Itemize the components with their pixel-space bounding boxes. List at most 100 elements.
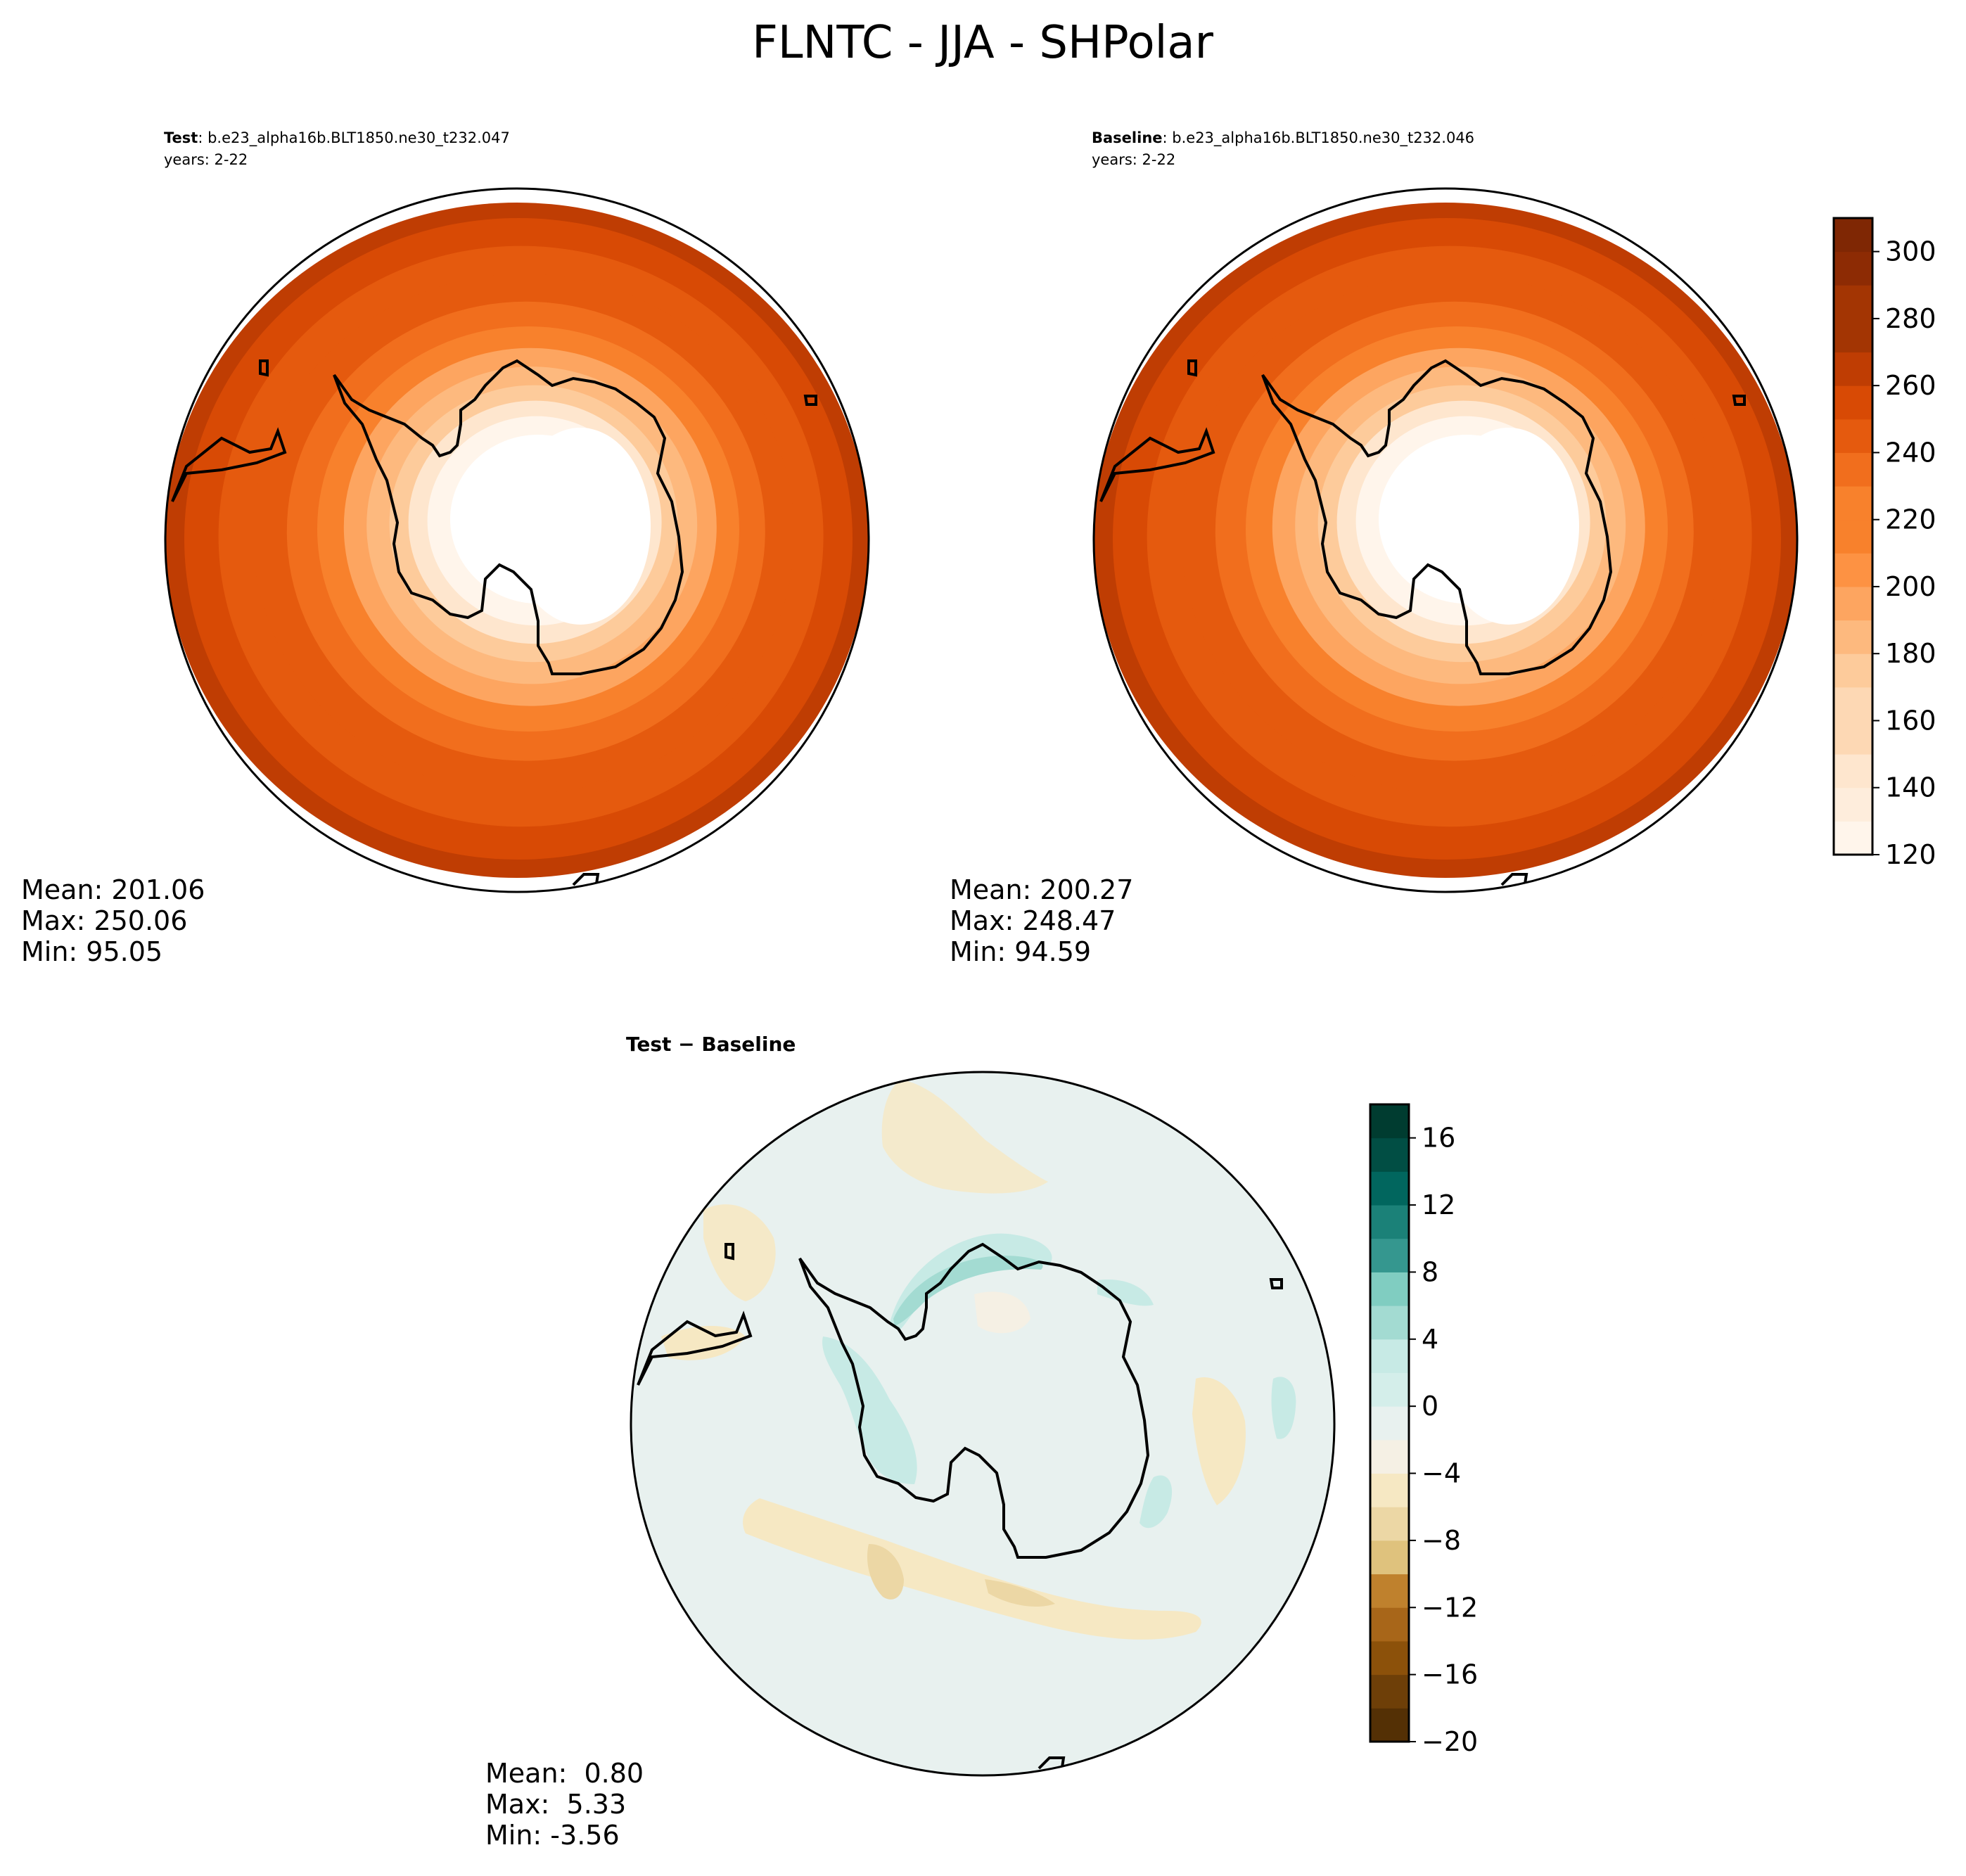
cbar-diff-swatch-10 [1370,1372,1409,1407]
cbar-abs-swatch-4 [1834,687,1872,721]
cbar-diff-swatch-2 [1370,1640,1409,1676]
cbar-diff-tick-label-5: 0 [1422,1391,1438,1422]
cbar-abs-swatch-14 [1834,352,1872,386]
cbar-abs-tick-label-2: 160 [1885,705,1936,736]
cbar-abs-tick-label-9: 300 [1885,236,1936,267]
panel-test-stat-min: Min: 95.05 [21,936,162,967]
panel-test: Test: b.e23_alpha16b.BLT1850.ne30_t232.0… [21,129,870,967]
cbar-abs-tick-label-8: 280 [1885,303,1936,334]
cbar-abs-tick-label-7: 260 [1885,370,1936,401]
cbar-diff-swatch-9 [1370,1406,1409,1441]
cbar-abs-swatch-0 [1834,821,1872,855]
cbar-diff-swatch-14 [1370,1238,1409,1272]
cbar-abs-frame [1832,217,1874,856]
cbar-diff-swatch-4 [1370,1574,1409,1608]
cbar-diff-swatch-13 [1370,1272,1409,1306]
cbar-diff-swatch-15 [1370,1205,1409,1239]
panel-baseline-stat-min: Min: 94.59 [950,936,1091,967]
cbar-abs-tick-label-6: 240 [1885,437,1936,468]
diff-positive-east2 [1271,1377,1296,1439]
panel-baseline-contour-bands [1094,203,1797,878]
panel-test-map-boundary [164,187,870,893]
panel-test-antarctica-coast [171,359,817,889]
contour-band-min [1438,428,1579,625]
cbar-abs-swatch-13 [1834,385,1872,420]
cbar-diff-tick-label-0: −20 [1422,1726,1478,1757]
cbar-abs-swatch-2 [1834,754,1872,789]
panel-baseline-map [1094,203,1797,889]
contour-band-min [510,428,651,625]
cbar-diff-frame [1369,1103,1410,1743]
cbar-diff-tick-label-3: −8 [1422,1525,1461,1556]
panel-baseline-label: Baseline: b.e23_alpha16b.BLT1850.ne30_t2… [1092,129,1474,147]
cbar-abs-swatch-10 [1834,486,1872,521]
cbar-abs-tick-label-5: 220 [1885,504,1936,535]
cbar-abs-swatch-9 [1834,519,1872,554]
diff-positive-core [893,1256,1043,1326]
panel-baseline-years: years: 2-22 [1092,151,1175,168]
cbar-diff-swatch-0 [1370,1708,1409,1742]
cbar-abs-swatch-7 [1834,586,1872,621]
cbar-diff-swatch-12 [1370,1306,1409,1340]
cbar-diff-tick-label-2: −12 [1422,1592,1478,1623]
cbar-abs-swatch-5 [1834,653,1872,688]
cbar-diff-swatch-8 [1370,1439,1409,1474]
cbar-abs-swatch-1 [1834,787,1872,822]
cbar-abs-swatch-3 [1834,720,1872,755]
cbar-diff-tick-label-4: −4 [1422,1458,1461,1489]
diff-positive-east3 [1140,1475,1173,1529]
colorbar-difference: −20 −16 −12 −8 −4 0 4 8 12 16 [1369,1103,1478,1757]
diff-negative-antarctic-interior [974,1291,1030,1334]
diff-positive-east [1097,1280,1154,1306]
cbar-abs-swatch-12 [1834,419,1872,453]
panel-baseline-antarctica-coast [1099,359,1746,889]
panel-diff-stat-max: Max: 5.33 [485,1789,626,1820]
diff-negative-north [881,1080,1048,1194]
panel-diff-map-boundary [630,1071,1336,1777]
cbar-diff-tick-label-8: 12 [1422,1189,1455,1220]
diff-negative-south-ring [743,1498,1201,1640]
cbar-diff-swatch-17 [1370,1137,1409,1172]
cbar-diff-tick-label-6: 4 [1422,1324,1438,1355]
cbar-diff-swatch-11 [1370,1339,1409,1373]
cbar-diff-tick-label-7: 8 [1422,1256,1438,1287]
cbar-abs-tick-label-3: 180 [1885,638,1936,669]
panel-baseline-label-bold: Baseline [1092,129,1163,146]
diff-negative-west [703,1204,776,1301]
panel-test-contour-bands [165,203,869,878]
cbar-abs-swatch-15 [1834,318,1872,353]
cbar-abs-swatch-18 [1834,218,1872,253]
cbar-diff-swatch-1 [1370,1674,1409,1709]
panel-baseline-label-case: : b.e23_alpha16b.BLT1850.ne30_t232.046 [1163,129,1475,147]
cbar-diff-tick-label-1: −16 [1422,1659,1478,1690]
panel-test-label: Test: b.e23_alpha16b.BLT1850.ne30_t232.0… [164,129,510,147]
cbar-diff-tick-label-9: 16 [1422,1123,1455,1154]
panel-diff: Test − Baseline [485,1033,1336,1851]
cbar-abs-tick-label-1: 140 [1885,772,1936,803]
panel-test-map [165,203,869,889]
panel-diff-label: Test − Baseline [626,1033,796,1056]
diff-positive-peninsula [822,1336,917,1484]
cbar-abs-tick-label-0: 120 [1885,839,1936,870]
diff-negative-south-core [867,1544,904,1600]
cbar-diff-swatch-5 [1370,1540,1409,1575]
cbar-abs-swatch-16 [1834,285,1872,319]
panel-baseline: Baseline: b.e23_alpha16b.BLT1850.ne30_t2… [950,129,1799,967]
diff-negative-east-strip [1192,1377,1246,1505]
cbar-abs-swatch-6 [1834,620,1872,654]
panel-diff-stat-mean: Mean: 0.80 [485,1758,644,1789]
panel-baseline-stat-mean: Mean: 200.27 [950,874,1133,905]
panel-diff-stat-min: Min: -3.56 [485,1820,620,1851]
panel-test-label-bold: Test [164,129,198,146]
cbar-abs-tick-label-4: 200 [1885,571,1936,602]
diff-negative-south-east [985,1579,1055,1607]
cbar-abs-swatch-17 [1834,251,1872,286]
cbar-abs-swatch-11 [1834,452,1872,487]
panel-test-years: years: 2-22 [164,151,248,168]
cbar-diff-swatch-7 [1370,1473,1409,1507]
cbar-diff-swatch-3 [1370,1607,1409,1642]
panel-diff-map [631,1072,1334,1775]
panel-test-stat-mean: Mean: 201.06 [21,874,205,905]
panel-baseline-stat-max: Max: 248.47 [950,905,1116,936]
